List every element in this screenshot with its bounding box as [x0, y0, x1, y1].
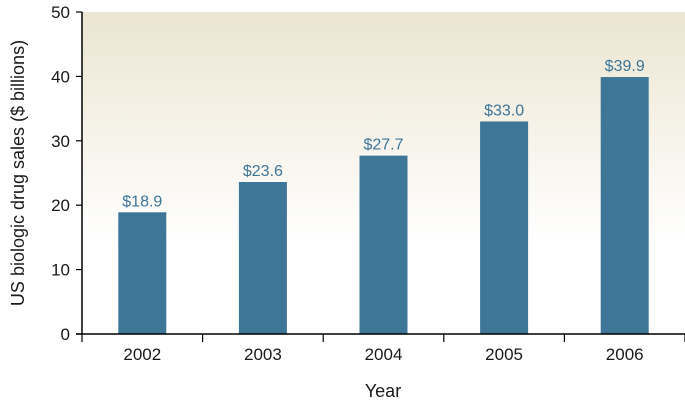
y-tick-label-0: 0 — [61, 325, 70, 344]
y-tick-label-50: 50 — [51, 3, 70, 22]
x-axis-title: Year — [365, 381, 401, 401]
data-label-2003: $23.6 — [243, 163, 283, 180]
data-label-2005: $33.0 — [484, 102, 524, 119]
y-tick-label-30: 30 — [51, 132, 70, 151]
x-tick-label-2005: 2005 — [485, 345, 523, 364]
x-tick-label-2004: 2004 — [365, 345, 403, 364]
bars-layer: $18.9 $23.6 $27.7 $33.0 $39.9 — [118, 58, 649, 334]
x-tick-label-2003: 2003 — [244, 345, 282, 364]
bar-2004 — [359, 155, 408, 334]
y-tick-label-40: 40 — [51, 67, 70, 86]
y-tick-label-10: 10 — [51, 261, 70, 280]
bar-2003 — [238, 182, 287, 334]
y-tick-label-20: 20 — [51, 196, 70, 215]
x-tick-label-2002: 2002 — [123, 345, 161, 364]
x-tick-label-2006: 2006 — [606, 345, 644, 364]
axes-layer: 2002 2003 2004 2005 2006 0 10 20 30 40 50 — [51, 3, 685, 364]
bar-2006 — [600, 77, 649, 334]
y-axis-title: US biologic drug sales ($ billions) — [8, 40, 28, 306]
data-label-2002: $18.9 — [122, 193, 162, 210]
data-label-2004: $27.7 — [363, 137, 403, 154]
data-label-2006: $39.9 — [605, 58, 645, 75]
bar-2005 — [480, 121, 529, 334]
bar-2002 — [118, 212, 167, 334]
